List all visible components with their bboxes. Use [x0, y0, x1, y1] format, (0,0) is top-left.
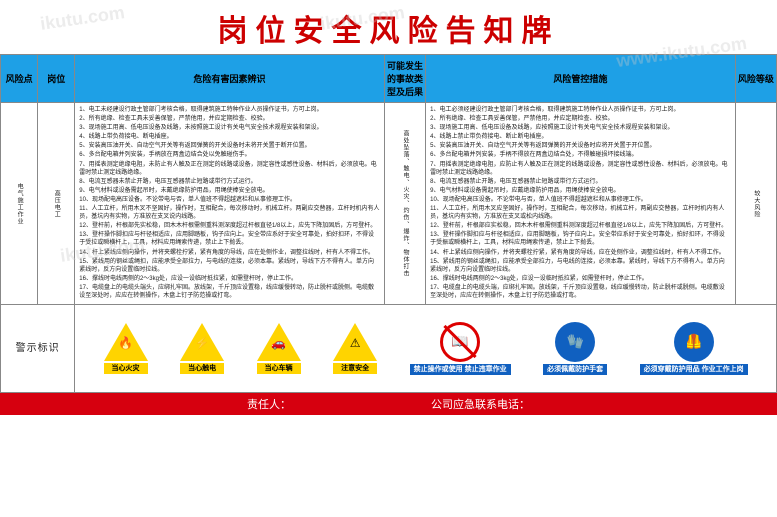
control-line: 8、电流互感器禁止开路，电压互感器禁止短路或带行方式运行。 — [430, 178, 731, 186]
cell-level: 较大风险 — [735, 103, 776, 305]
warning-sign: 🔥 当心火灾 — [104, 323, 148, 374]
cell-controls: 1、电工必须经建设行政主管部门考核合格，取得建筑施工特种作业人员操作证书，方可上… — [426, 103, 736, 305]
th-controls: 风险管控措施 — [426, 55, 736, 103]
sign-label: 当心车辆 — [257, 363, 301, 374]
control-line: 13、登杆操作脚扣应与杆径相适应，应用脚踏板，钩子应向上。安全带应系好于安全可靠… — [430, 231, 731, 247]
th-accidents: 可能发生的事故类型及后果 — [384, 55, 425, 103]
page-title: 岗位安全风险告知牌 — [0, 6, 777, 50]
control-line: 11、人工立杆，所用木叉应坚固好，操作时，互相配合，每次移动，机械立杆，两副应交… — [430, 205, 731, 221]
hazard-line: 11、人工立杆，所用木叉不坚固好，操作时，互相配合，每次移动时，机械立杆。两副应… — [79, 205, 380, 221]
hazard-line: 3、现场施工用高、低电压设备及线路，未按照施工设计有关电气安全技术规程安装和架设… — [79, 124, 380, 132]
control-line: 14、杆上紧线应侧向操作，并将夹螺栓拧紧，紧有角度的导线，应在处侧作业，调整拉线… — [430, 249, 731, 257]
mandatory-icon: 📖 — [440, 322, 480, 362]
control-line: 15、紧线用的钢丝或绳扣，应能承受全部拉力，与电线的连接，必须本靠。紧线时，导线… — [430, 258, 731, 274]
title-bar: 岗位安全风险告知牌 — [0, 0, 777, 54]
cell-accidents: 高处坠落、触电、火灾、灼伤、爆炸、物体打击 — [384, 103, 425, 305]
hazard-line: 2、所有绝缘、检查工具未妥善保管，严禁他用，并应定期检查、校验。 — [79, 115, 380, 123]
control-line: 16、撑线时电线两侧的2～3kg处，应设一设临时抵拉紧，如需登杆时，停止工作。 — [430, 275, 731, 283]
hazard-line: 1、电工未经建设行政主管部门考核合格，取得建筑施工特种作业人员操作证书，方可上岗… — [79, 106, 380, 114]
sign-label: 注意安全 — [333, 363, 377, 374]
control-line: 6、多台配电箱并列安装，手柄不得放在两盒边结合处，不得触碰损坏接线端。 — [430, 151, 731, 159]
hazard-line: 17、电缆盘上的电缆头端头，应绑扎牢固。放线架，千斤顶应设置稳，线应缓慢转动，防… — [79, 284, 380, 300]
warning-icon: ⚠ — [337, 329, 373, 357]
warning-icon: 🚗 — [261, 329, 297, 357]
footer-bar: 责任人： 公司应急联系电话： — [0, 393, 777, 415]
warning-icon: 🔥 — [108, 329, 144, 357]
control-line: 17、电缆盘上的电缆头端，应绑扎牢固。放线架，千斤顶应设置稳，线应缓慢转动，防止… — [430, 284, 731, 300]
control-line: 5、安装高压油开关、自动空气开关等有返回弹簧的开关设备时应将开关置于开位置。 — [430, 142, 731, 150]
control-line: 3、现场施工用高、低电压设备及线路，应按照施工设计有关电气安全技术规程安装和架设… — [430, 124, 731, 132]
sign-label: 当心触电 — [180, 363, 224, 374]
footer-contact: 公司应急联系电话： — [431, 396, 530, 412]
control-line: 10、现场配电高压设备。不论带电与否，单人值班不得超越遮栏和从事修理工作。 — [430, 196, 731, 204]
control-line: 9、电气材料或设备需起吊时，应戴绝缘防护用品，用绳使棒安全放电。 — [430, 187, 731, 195]
sign-row: 警示标识 🔥 当心火灾 ⚡ 当心触电 🚗 当心车辆 ⚠ 注意安全 📖 禁止操作或使用 禁止违章作业… — [1, 305, 777, 393]
warning-sign: 🚗 当心车辆 — [257, 323, 301, 374]
hazard-line: 4、线路上带负荷接电、断电插座。 — [79, 133, 380, 141]
warning-sign: ⚡ 当心触电 — [180, 323, 224, 374]
sign-row-label: 警示标识 — [1, 305, 75, 393]
th-hazards: 危险有害因素辨识 — [75, 55, 385, 103]
control-line: 1、电工必须经建设行政主管部门考核合格，取得建筑施工特种作业人员操作证书，方可上… — [430, 106, 731, 114]
cell-risk-point: 电气施工作业 — [1, 103, 38, 305]
hazard-line: 14、杆上紧线应侧向操作，并将夹螺栓拧紧，紧有角度的导线，应在处侧作业，调整拉线… — [79, 249, 380, 257]
mandatory-sign: 🧤 必须佩戴防护手套 — [543, 322, 607, 375]
mandatory-sign: 📖 禁止操作或使用 禁止违章作业 — [410, 322, 511, 375]
hazard-line: 12、登杆前，杆根部先实松稳，回木木杆根需侧重料测深度超过杆根直径1/8以上，应… — [79, 222, 380, 230]
hazard-line: 6、多台配电箱并列安装，手柄放在两盒边结合处以免触碰伤手。 — [79, 151, 380, 159]
hazard-line: 10、现场配电高压设备。不论带电与否，单人值班不得超越遮栏和从事修理工作。 — [79, 196, 380, 204]
hazard-line: 8、电流互感器未禁止开路，电压互感器禁止短路或带行方式运行。 — [79, 178, 380, 186]
cell-hazards: 1、电工未经建设行政主管部门考核合格，取得建筑施工特种作业人员操作证书，方可上岗… — [75, 103, 385, 305]
mandatory-icon: 🧤 — [555, 322, 595, 362]
control-line: 4、线路上禁止带负荷接电、断止断电插座。 — [430, 133, 731, 141]
sign-label: 当心火灾 — [104, 363, 148, 374]
cell-post: 高压电工 — [38, 103, 75, 305]
risk-table: 风险点 岗位 危险有害因素辨识 可能发生的事故类型及后果 风险管控措施 风险等级… — [0, 54, 777, 393]
sign-label: 必须佩戴防护手套 — [543, 364, 607, 375]
control-line: 12、登杆前，杆根部应实松稳，回木木杆根需侧重料测深度超过杆根直径1/8以上，应… — [430, 222, 731, 230]
hazard-line: 9、电气材料或设备需起吊时，未戴绝缘防护用品，用绳使棒安全放电。 — [79, 187, 380, 195]
table-row: 电气施工作业 高压电工 1、电工未经建设行政主管部门考核合格，取得建筑施工特种作… — [1, 103, 777, 305]
th-risk-point: 风险点 — [1, 55, 38, 103]
hazard-line: 16、撑线时电线两侧的2～3kg处，应设一设临时抵拉紧，如需登杆时，停止工作。 — [79, 275, 380, 283]
warning-icon: ⚡ — [184, 329, 220, 357]
control-line: 2、所有绝缘、检查工具妥善保管，严禁他用，并应定期检查、校验。 — [430, 115, 731, 123]
footer-responsible: 责任人： — [247, 396, 291, 412]
mandatory-icon: 🦺 — [674, 322, 714, 362]
th-post: 岗位 — [38, 55, 75, 103]
hazard-line: 7、用摇表测定绝缘电阻，未防止有人触及正在测定的线路或设备，测定容性或感性设备、… — [79, 161, 380, 177]
signs-container: 🔥 当心火灾 ⚡ 当心触电 🚗 当心车辆 ⚠ 注意安全 📖 禁止操作或使用 禁止违章作业 🧤 必须佩戴… — [79, 308, 772, 389]
hazard-line: 13、登杆操作脚扣应与杆径相适应，应用脚踏板，钩子应向上。安全带应系好于安全可靠… — [79, 231, 380, 247]
table-header-row: 风险点 岗位 危险有害因素辨识 可能发生的事故类型及后果 风险管控措施 风险等级 — [1, 55, 777, 103]
sign-label: 必须穿戴防护用品 作业工作上岗 — [640, 364, 748, 375]
hazard-line: 5、安装高压油开关、自动空气开关等有返回弹簧的开关设备时未将开关置于断开位置。 — [79, 142, 380, 150]
sign-label: 禁止操作或使用 禁止违章作业 — [410, 364, 511, 375]
sign-cell: 🔥 当心火灾 ⚡ 当心触电 🚗 当心车辆 ⚠ 注意安全 📖 禁止操作或使用 禁止违章作业 🧤 必须佩戴… — [75, 305, 777, 393]
th-level: 风险等级 — [735, 55, 776, 103]
mandatory-sign: 🦺 必须穿戴防护用品 作业工作上岗 — [640, 322, 748, 375]
hazard-line: 15、紧线用的钢丝或绳扣，应能承受全部拉力，与电线的连接，必须本靠。紧线时，导线… — [79, 258, 380, 274]
warning-sign: ⚠ 注意安全 — [333, 323, 377, 374]
control-line: 7、用摇表测定绝缘电阻，应防止有人触及正在测定的线路或设备，测定容性或感性设备、… — [430, 161, 731, 177]
